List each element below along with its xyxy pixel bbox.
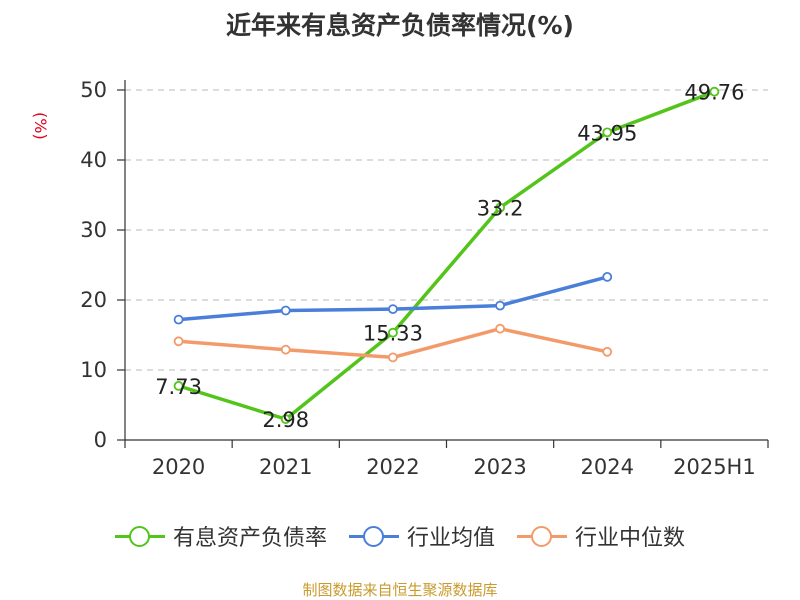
data-label: 49.76 (684, 81, 744, 105)
data-point (709, 86, 720, 97)
data-point (173, 336, 184, 347)
data-point (388, 327, 398, 338)
legend-item-industry-median[interactable]: 行业中位数 (517, 520, 685, 552)
data-label: 33.2 (477, 197, 524, 221)
data-point (495, 323, 505, 334)
data-point (280, 414, 291, 425)
y-tick-label: 10 (80, 358, 107, 382)
legend-label: 行业中位数 (575, 526, 686, 551)
data-point (495, 202, 505, 213)
legend-swatch-orange (517, 526, 567, 547)
data-point (173, 380, 184, 391)
legend-item-industry-mean[interactable]: 行业均值 (348, 520, 495, 552)
x-tick-label: 2021 (259, 455, 312, 479)
data-label: 7.73 (155, 375, 202, 399)
data-point (280, 305, 291, 316)
x-tick-label: 2020 (152, 455, 205, 479)
legend-swatch-green (114, 526, 165, 547)
data-point (495, 300, 505, 311)
y-tick-label: 30 (80, 218, 107, 242)
data-point (388, 352, 398, 363)
legend-swatch-blue (348, 526, 399, 547)
source-note: 制图数据来自恒生聚源数据库 (302, 581, 498, 599)
legend-item-interest-debt-ratio[interactable]: 有息资产负债率 (114, 520, 327, 552)
data-point (388, 304, 398, 315)
y-tick-label: 50 (80, 78, 107, 102)
series-line-0 (178, 90, 716, 421)
data-label: 2.98 (262, 408, 309, 432)
data-label: 15.33 (363, 322, 423, 346)
data-point (280, 344, 291, 355)
x-tick-label: 2023 (473, 455, 526, 479)
chart-title: 近年来有息资产负债率情况(%) (226, 11, 574, 40)
x-tick-label: 2024 (581, 455, 634, 479)
data-point (602, 127, 613, 138)
x-tick-label: 2025H1 (673, 455, 756, 479)
y-tick-label: 40 (80, 148, 107, 172)
y-tick-label: 20 (80, 288, 107, 312)
legend-label: 行业均值 (406, 526, 495, 551)
data-point (602, 271, 613, 282)
legend-label: 有息资产负债率 (172, 526, 327, 551)
x-tick-label: 2022 (366, 455, 419, 479)
y-tick-label: 0 (94, 428, 107, 452)
data-point (602, 346, 613, 357)
data-point (173, 314, 184, 325)
data-label: 43.95 (577, 121, 637, 145)
chart-legend: 有息资产负债率 行业均值 行业中位数 (0, 520, 800, 552)
